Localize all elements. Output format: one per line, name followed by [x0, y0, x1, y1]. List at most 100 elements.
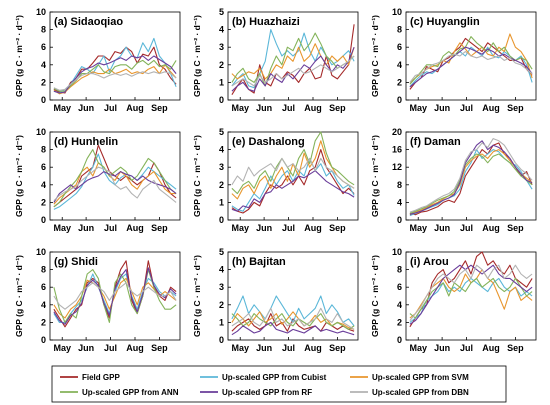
panel-8: 0 1 2 3 4 5 May Jun Jul Aug Sep GPP (g C · m⁻² · d⁻…: [192, 247, 359, 353]
y-tick-label: 10: [392, 7, 402, 17]
panel-title: (i) Arou: [410, 256, 449, 268]
y-tick-label: 0: [397, 95, 402, 105]
y-axis-label: GPP (g C · m⁻² · d⁻¹): [192, 135, 202, 217]
series-line-4: [53, 59, 177, 92]
y-axis-label: GPP (g C · m⁻² · d⁻¹): [14, 135, 24, 217]
y-tick-label: 0: [219, 95, 224, 105]
panel-3: 0 2 4 6 8 10 May Jun Jul Aug Sep GPP (g C · m⁻² · d…: [370, 7, 537, 113]
y-tick-label: 1: [219, 317, 224, 327]
series-line-5: [409, 46, 533, 88]
y-tick-label: 10: [36, 127, 46, 137]
panel-frame: [227, 251, 359, 341]
y-tick-label: 2: [41, 317, 46, 327]
panel-5: 0 1 2 3 4 5 May Jun Jul Aug Sep GPP (g C · m⁻² · d⁻…: [192, 127, 359, 233]
x-tick-label: Sep: [507, 343, 524, 353]
y-tick-label: 0: [219, 335, 224, 345]
series-line-6: [231, 307, 355, 330]
y-tick-label: 8: [397, 180, 402, 190]
y-axis-label: GPP (g C · m⁻² · d⁻¹): [370, 135, 380, 217]
series-line-3: [409, 149, 533, 216]
legend-label: Field GPP: [82, 373, 120, 382]
legend-label: Up-scaled GPP from SVM: [372, 373, 469, 382]
y-tick-label: 0: [41, 95, 46, 105]
y-tick-label: 0: [41, 335, 46, 345]
y-tick-label: 0: [219, 215, 224, 225]
panel-2: 0 1 2 3 4 5 May Jun Jul Aug Sep GPP (g C · m⁻² · d⁻…: [192, 7, 359, 113]
y-tick-label: 10: [36, 247, 46, 257]
x-tick-label: Sep: [151, 223, 168, 233]
legend-label: Up-scaled GPP from RF: [222, 388, 312, 397]
y-tick-label: 2: [219, 300, 224, 310]
series-line-4: [231, 131, 355, 195]
x-tick-label: Aug: [482, 223, 500, 233]
y-tick-label: 4: [219, 25, 224, 35]
x-tick-label: Jul: [104, 223, 117, 233]
y-tick-label: 0: [41, 215, 46, 225]
y-tick-label: 6: [41, 42, 46, 52]
y-axis-label: GPP (g C · m⁻² · d⁻¹): [14, 15, 24, 97]
series-line-6: [409, 51, 533, 83]
series-line-3: [231, 43, 355, 80]
y-axis-label: GPP (g C · m⁻² · d⁻¹): [192, 15, 202, 97]
y-tick-label: 4: [397, 300, 402, 310]
x-tick-label: May: [231, 223, 249, 233]
x-tick-label: Sep: [151, 343, 168, 353]
y-tick-label: 3: [219, 282, 224, 292]
panel-7: 0 2 4 6 8 10 May Jun Jul Aug Sep GPP (g C · m⁻² · d…: [14, 247, 181, 353]
y-tick-label: 4: [397, 60, 402, 70]
series-line-4: [231, 313, 355, 330]
x-tick-label: Jun: [256, 103, 272, 113]
x-tick-label: May: [231, 103, 249, 113]
y-tick-label: 4: [41, 300, 46, 310]
y-tick-label: 4: [219, 145, 224, 155]
series-line-5: [231, 47, 355, 92]
x-tick-label: May: [53, 103, 71, 113]
y-tick-label: 6: [397, 42, 402, 52]
y-tick-label: 2: [219, 180, 224, 190]
x-tick-label: Aug: [482, 103, 500, 113]
legend-label: Up-scaled GPP from DBN: [372, 388, 469, 397]
legend-label: Up-scaled GPP from ANN: [82, 388, 179, 397]
y-tick-label: 16: [392, 145, 402, 155]
series-line-4: [53, 269, 177, 323]
panel-title: (b) Huazhaizi: [232, 16, 300, 28]
series-line-6: [53, 282, 177, 310]
y-tick-label: 1: [219, 77, 224, 87]
y-tick-label: 8: [41, 145, 46, 155]
y-tick-label: 5: [219, 247, 224, 257]
panel-frame: [49, 251, 181, 341]
panel-title: (f) Daman: [410, 136, 461, 148]
y-axis-label: GPP (g C · m⁻² · d⁻¹): [370, 15, 380, 97]
panel-6: 0 4 8 12 16 20 May Jun Jul Aug Sep GPP (g C · m⁻² ·…: [370, 127, 537, 233]
y-tick-label: 6: [397, 282, 402, 292]
panel-9: 0 2 4 6 8 10 May Jun Jul Aug Sep GPP (g C · m⁻² · d…: [370, 247, 537, 353]
series-line-4: [409, 36, 533, 85]
x-tick-label: Jun: [78, 103, 94, 113]
panel-title: (a) Sidaoqiao: [54, 16, 123, 28]
x-tick-label: Aug: [304, 223, 322, 233]
y-tick-label: 2: [397, 77, 402, 87]
series-line-1: [231, 149, 355, 214]
x-tick-label: Aug: [482, 343, 500, 353]
y-axis-label: GPP (g C · m⁻² · d⁻¹): [192, 255, 202, 337]
panel-1: 0 2 4 6 8 10 May Jun Jul Aug Sep GPP (g C · m⁻² · d…: [14, 7, 181, 113]
series-line-3: [409, 33, 533, 83]
panel-frame: [405, 131, 537, 221]
x-tick-label: Jun: [78, 223, 94, 233]
x-tick-label: Jun: [434, 223, 450, 233]
panel-title: (c) Huyanglin: [410, 16, 480, 28]
x-tick-label: May: [409, 343, 427, 353]
y-tick-label: 1: [219, 197, 224, 207]
x-tick-label: Jul: [104, 103, 117, 113]
series-line-2: [53, 153, 177, 210]
series-line-6: [231, 157, 355, 189]
x-tick-label: Sep: [329, 343, 346, 353]
x-tick-label: Sep: [151, 103, 168, 113]
panel-title: (d) Hunhelin: [54, 136, 118, 148]
y-tick-label: 4: [41, 180, 46, 190]
y-tick-label: 8: [41, 25, 46, 35]
x-tick-label: Aug: [126, 223, 144, 233]
x-tick-label: Sep: [329, 223, 346, 233]
series-line-5: [53, 267, 177, 325]
